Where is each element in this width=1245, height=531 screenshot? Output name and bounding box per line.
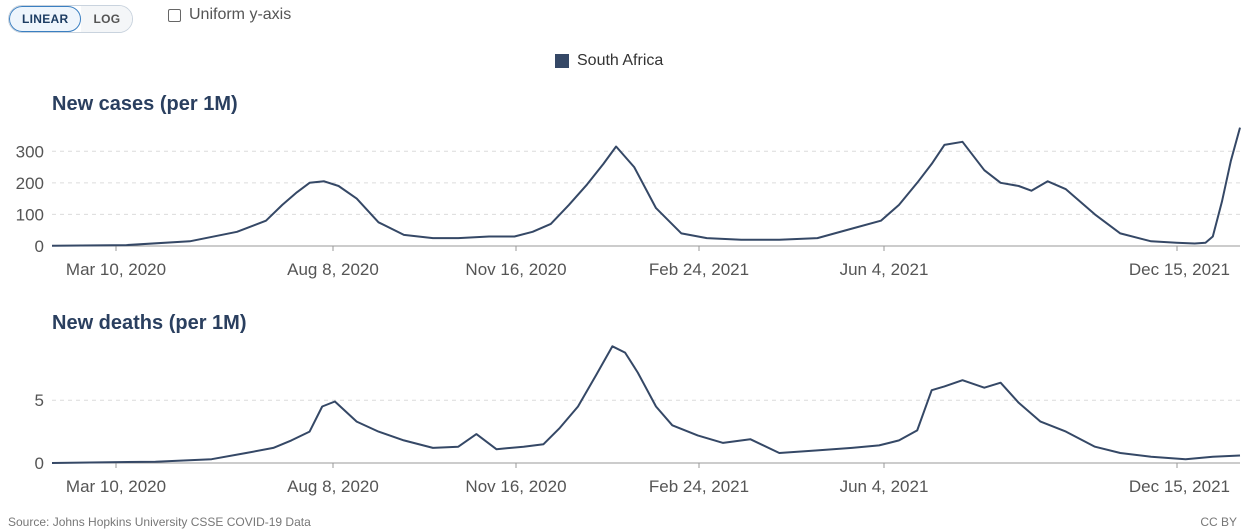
scale-toggle: LINEAR LOG — [8, 5, 134, 33]
deaths-chart-title: New deaths (per 1M) — [52, 312, 247, 334]
log-scale-button[interactable]: LOG — [81, 6, 133, 32]
legend[interactable]: South Africa — [555, 52, 663, 70]
checkbox-icon[interactable] — [168, 8, 181, 22]
linear-scale-button[interactable]: LINEAR — [9, 6, 82, 32]
x-tick-label: Dec 15, 2021 — [1129, 477, 1230, 496]
chart-panel-1: 0 5 Mar 10, 2020 Aug 8, 2020 Nov 16, 2020 Feb… — [35, 345, 1241, 496]
y-tick-label: 5 — [35, 391, 44, 410]
y-tick-label: 0 — [35, 237, 44, 256]
x-tick-label: Feb 24, 2021 — [649, 260, 749, 279]
series-line — [51, 345, 1241, 464]
x-tick-label: Feb 24, 2021 — [649, 477, 749, 496]
legend-label: South Africa — [577, 52, 664, 69]
x-tick-label: Jun 4, 2021 — [840, 477, 929, 496]
y-tick-label: 200 — [16, 174, 44, 193]
x-tick-label: Nov 16, 2020 — [465, 260, 566, 279]
y-tick-label: 0 — [35, 454, 44, 473]
uniform-y-axis-label: Uniform y-axis — [189, 6, 292, 23]
x-tick-label: Dec 15, 2021 — [1129, 260, 1230, 279]
uniform-y-axis-checkbox[interactable]: Uniform y-axis — [168, 6, 291, 24]
license-link[interactable]: CC BY — [1200, 515, 1237, 529]
x-tick-label: Aug 8, 2020 — [287, 477, 379, 496]
chart-panel-0: 0 100 200 300 Mar 10, 2020 Aug 8, 2020 Nov 16,… — [16, 127, 1241, 279]
x-tick-label: Nov 16, 2020 — [465, 477, 566, 496]
x-tick-label: Mar 10, 2020 — [66, 477, 166, 496]
cases-chart-title: New cases (per 1M) — [52, 93, 238, 115]
y-tick-label: 300 — [16, 142, 44, 161]
source-note: Source: Johns Hopkins University CSSE CO… — [8, 515, 311, 529]
series-line — [51, 127, 1241, 247]
x-tick-label: Mar 10, 2020 — [66, 260, 166, 279]
x-tick-label: Aug 8, 2020 — [287, 260, 379, 279]
y-tick-label: 100 — [16, 205, 44, 224]
legend-swatch — [555, 54, 569, 68]
x-tick-label: Jun 4, 2021 — [840, 260, 929, 279]
